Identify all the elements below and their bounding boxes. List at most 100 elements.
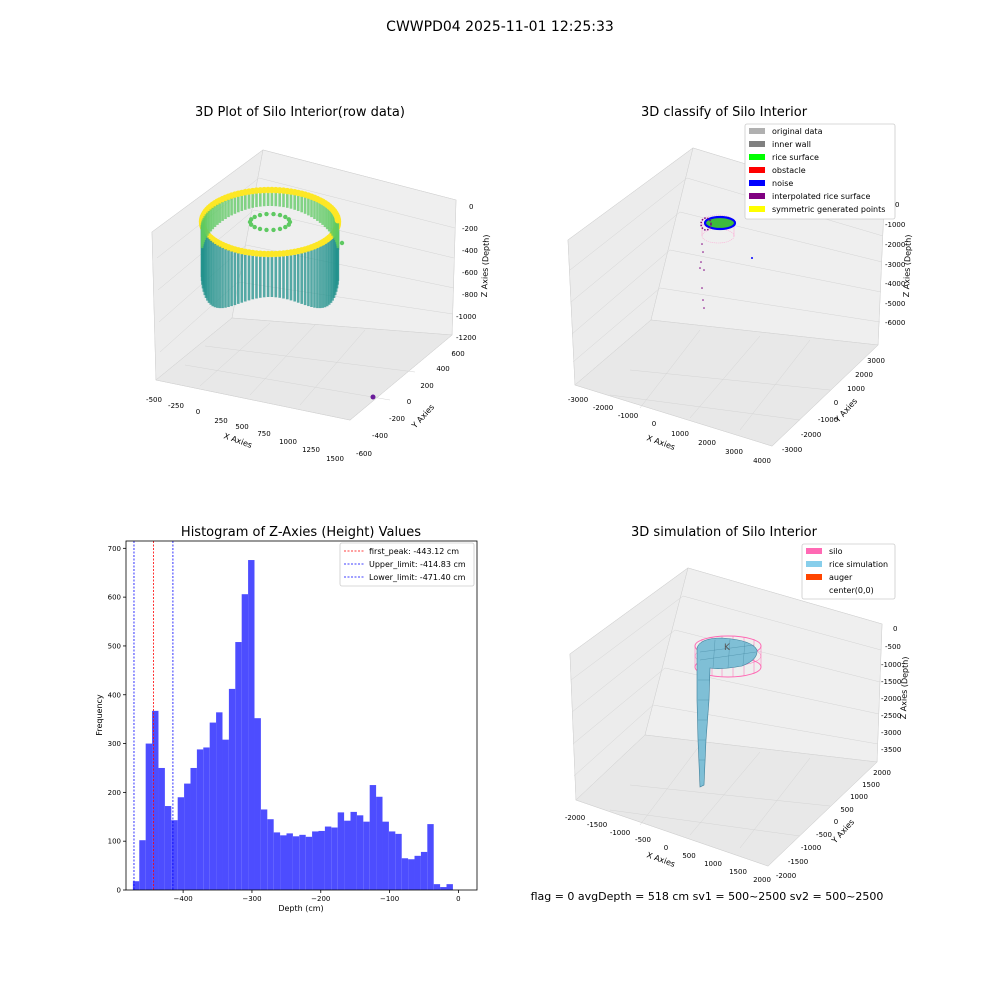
tick-label: 1000 — [850, 793, 868, 801]
histogram-x-ticks: −400 −300 −200 −100 0 — [174, 890, 461, 903]
histogram-bar — [132, 881, 140, 890]
tick-label: 2000 — [698, 439, 716, 447]
histogram-bar — [337, 812, 345, 890]
histogram-bar — [228, 688, 236, 890]
raw-y-ticks: -600 -400 -200 0 200 400 600 — [356, 350, 465, 458]
raw-outlier-point — [370, 394, 376, 400]
tick-label: -1000 — [885, 221, 905, 229]
histogram-bar — [286, 833, 293, 890]
tick-label: 1500 — [862, 781, 880, 789]
status-line: flag = 0 avgDepth = 518 cm sv1 = 500~250… — [531, 890, 884, 903]
histogram-bar — [446, 884, 453, 890]
tick-label: -1000 — [610, 829, 630, 837]
tick-label: -200 — [462, 225, 478, 233]
legend-swatch — [806, 561, 822, 567]
tick-label: 0 — [895, 201, 899, 209]
histogram-bar — [171, 820, 178, 890]
histogram-bar — [267, 819, 274, 890]
tick-label: 300 — [108, 740, 121, 748]
tick-label: 500 — [108, 642, 121, 650]
histogram-bar — [203, 747, 210, 890]
legend-label: inner wall — [772, 140, 811, 149]
legend-swatch — [749, 206, 765, 212]
simulation-z-label: Z Axies (Depth) — [899, 656, 910, 719]
tick-label: -2000 — [801, 431, 821, 439]
tick-label: -3000 — [568, 396, 588, 404]
tick-label: -1000 — [881, 661, 901, 669]
histogram-bar — [427, 824, 434, 890]
histogram-bar — [382, 821, 389, 890]
legend-swatch — [749, 180, 765, 186]
histogram-bar — [216, 712, 223, 890]
legend-label: Lower_limit: -471.40 cm — [369, 573, 466, 582]
histogram-bar — [158, 767, 165, 890]
histogram-bar — [318, 830, 325, 890]
classify-z-ticks: 0 -1000 -2000 -3000 -4000 -5000 -6000 — [885, 201, 905, 327]
raw-point — [286, 217, 291, 222]
histogram-panel: Histogram of Z-Axies (Height) Values −40… — [95, 525, 478, 913]
tick-label: −300 — [242, 895, 261, 903]
histogram-bar — [312, 831, 319, 890]
histogram-bar — [184, 783, 191, 890]
classify-z-label: Z Axies (Depth) — [902, 234, 913, 297]
simulation-3d-title: 3D simulation of Silo Interior — [631, 525, 818, 540]
tick-label: 0 — [652, 420, 656, 428]
tick-label: -6000 — [885, 319, 905, 327]
tick-label: -1500 — [587, 821, 607, 829]
tick-label: 500 — [682, 852, 695, 860]
tick-label: -2000 — [776, 872, 796, 880]
classify-legend: original data inner wall rice surface ob… — [744, 123, 896, 220]
histogram-bar — [139, 840, 146, 890]
histogram-y-label: Frequency — [95, 694, 104, 736]
classify-3d-title: 3D classify of Silo Interior — [641, 105, 808, 120]
tick-label: 400 — [436, 365, 449, 373]
histogram-bar — [408, 859, 415, 890]
tick-label: 0 — [407, 398, 411, 406]
tick-label: -1000 — [818, 416, 838, 424]
tick-label: 600 — [108, 594, 121, 602]
histogram-bar — [414, 855, 421, 890]
tick-label: -500 — [635, 836, 651, 844]
raw-point — [277, 226, 283, 232]
histogram-bar — [356, 815, 364, 890]
tick-label: -400 — [372, 432, 388, 440]
histogram-bar — [433, 884, 441, 890]
tick-label: 3000 — [725, 448, 743, 456]
raw-point — [277, 212, 283, 218]
tick-label: 4000 — [753, 457, 771, 465]
tick-label: 1500 — [326, 455, 344, 463]
legend-label: rice simulation — [829, 560, 888, 569]
tick-label: 1250 — [302, 446, 320, 454]
raw-z-label: Z Axies (Depth) — [480, 234, 491, 297]
legend-swatch — [749, 128, 765, 134]
tick-label: -2000 — [593, 404, 613, 412]
tick-label: 0 — [834, 818, 838, 826]
histogram-bar — [331, 827, 338, 890]
histogram-bar — [376, 796, 383, 890]
raw-point — [271, 227, 276, 233]
tick-label: -400 — [462, 247, 478, 255]
histogram-bar — [299, 834, 306, 890]
tick-label: -500 — [816, 831, 832, 839]
tick-label: 0 — [893, 625, 897, 633]
raw-point — [283, 214, 288, 220]
raw-point — [264, 211, 269, 217]
simulation-y-ticks: -2000 -1500 -1000 -500 0 500 1000 1500 2… — [776, 769, 891, 880]
histogram-bars — [132, 560, 453, 890]
legend-swatch — [806, 548, 822, 554]
histogram-bar — [395, 833, 402, 890]
tick-label: −400 — [174, 895, 193, 903]
tick-label: -1000 — [801, 844, 821, 852]
legend-swatch — [806, 574, 822, 580]
simulation-x-label: X Axies — [645, 850, 676, 869]
tick-label: -1000 — [618, 412, 638, 420]
legend-label: first_peak: -443.12 cm — [369, 547, 459, 556]
tick-label: 200 — [420, 382, 433, 390]
raw-point — [252, 224, 257, 230]
classify-point-cloud — [699, 214, 753, 309]
tick-label: 1000 — [671, 430, 689, 438]
raw-3d-panel: 3D Plot of Silo Interior(row data) -500 … — [146, 105, 491, 463]
histogram-legend: first_peak: -443.12 cm Upper_limit: -414… — [339, 542, 475, 587]
histogram-bar — [350, 811, 357, 890]
